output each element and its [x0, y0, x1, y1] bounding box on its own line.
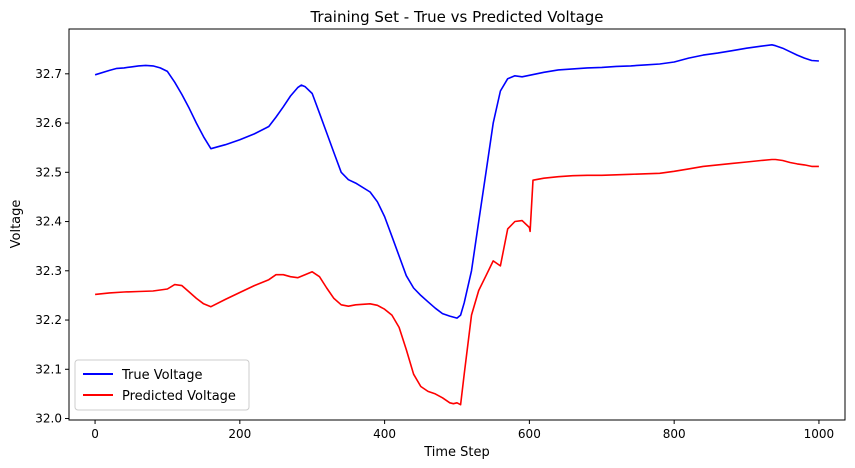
y-axis-label: Voltage	[9, 200, 24, 249]
y-tick-label: 32.1	[35, 362, 62, 376]
x-tick-label: 600	[518, 427, 541, 441]
y-tick-label: 32.5	[35, 165, 62, 179]
x-tick-label: 400	[373, 427, 396, 441]
x-tick-label: 0	[91, 427, 99, 441]
y-tick-label: 32.7	[35, 67, 62, 81]
y-tick-label: 32.4	[35, 215, 62, 229]
x-tick-label: 800	[663, 427, 686, 441]
legend: True Voltage Predicted Voltage	[74, 359, 250, 411]
true-voltage-line	[94, 43, 819, 319]
series-lines	[94, 43, 819, 406]
legend-label-true: True Voltage	[121, 368, 203, 383]
y-tick-label: 32.3	[35, 264, 62, 278]
legend-box	[74, 359, 250, 411]
x-axis-label: Time Step	[423, 445, 490, 460]
x-tick-label: 200	[228, 427, 251, 441]
predicted-voltage-line	[95, 158, 819, 406]
y-tick-label: 32.6	[35, 116, 62, 130]
y-tick-label: 32.0	[35, 412, 62, 426]
x-tick-label: 1000	[804, 427, 835, 441]
y-tick-label: 32.2	[35, 313, 62, 327]
plot-frame	[68, 28, 846, 421]
chart-title: Training Set - True vs Predicted Voltage	[309, 8, 603, 26]
axis-ticks: 0 200 400 600 800 1000 32.0 32.1 32.2 32.3 32.4 32.…	[35, 67, 834, 441]
legend-label-predicted: Predicted Voltage	[122, 389, 236, 404]
